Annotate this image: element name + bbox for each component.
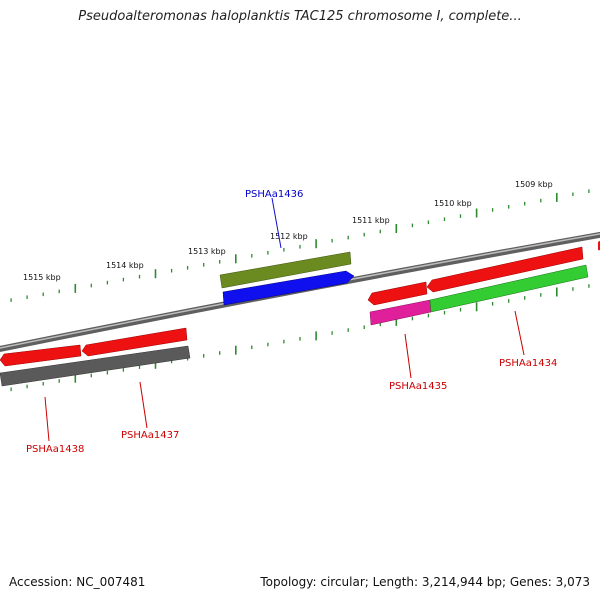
ruler-label-1511: 1511 kbp [352,216,390,225]
leader-line-pshaa1437 [139,381,148,429]
gene-arrow-pshaa1436[interactable] [222,270,355,306]
ruler-label-1509: 1509 kbp [515,180,553,189]
gene-label-pshaa1437[interactable]: PSHAa1437 [121,430,179,441]
leader-line-pshaa1434 [514,310,525,356]
gene-arrow-pshaa1434-top[interactable] [426,246,584,293]
ruler-label-1513: 1513 kbp [188,247,226,256]
gene-feature-gray[interactable] [0,345,191,387]
sequence-summary: Topology: circular; Length: 3,214,944 bp… [260,575,590,589]
gene-feature-olive[interactable] [219,251,352,289]
gene-label-pshaa1438[interactable]: PSHAa1438 [26,444,84,455]
gene-arrow-pshaa1435-top[interactable] [367,281,428,306]
inner-tick-ruler [10,284,590,392]
leader-line-pshaa1436 [271,197,282,249]
gene-label-pshaa1434[interactable]: PSHAa1434 [499,358,557,369]
gene-arrow-pshaa1438-top[interactable] [0,344,82,367]
leader-line-pshaa1438 [44,396,50,442]
ruler-label-1510: 1510 kbp [434,199,472,208]
accession-text: Accession: NC_007481 [9,575,146,589]
gene-label-pshaa1435[interactable]: PSHAa1435 [389,381,447,392]
gene-arrow-pshaa1437-top[interactable] [81,327,188,357]
gene-feature-green[interactable] [429,264,589,313]
ruler-label-1515: 1515 kbp [23,273,61,282]
ruler-label-1512: 1512 kbp [270,232,308,241]
leader-line-pshaa1435 [404,333,412,379]
map-title: Pseudoalteromonas haloplanktis TAC125 ch… [78,9,522,24]
gene-label-pshaa1436[interactable]: PSHAa1436 [245,189,303,200]
ruler-label-1514: 1514 kbp [106,261,144,270]
outer-tick-ruler [10,189,590,302]
